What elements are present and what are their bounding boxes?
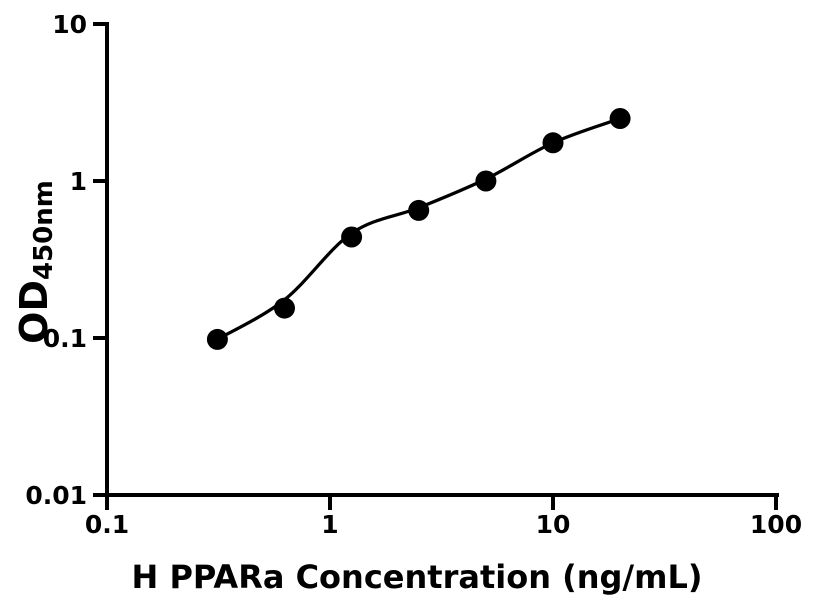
- data-point: [408, 199, 430, 221]
- data-point: [274, 297, 295, 319]
- x-tick-mark: [105, 493, 109, 510]
- data-point: [341, 226, 363, 248]
- y-axis-title-subscript: 450nm: [29, 180, 59, 280]
- data-point: [609, 108, 631, 129]
- x-tick-label: 100: [750, 510, 802, 539]
- y-tick-mark: [93, 22, 109, 26]
- y-tick-label: 10: [52, 10, 87, 39]
- y-tick-label: 1: [70, 167, 87, 196]
- x-axis-line: [105, 493, 779, 497]
- data-point: [475, 170, 497, 192]
- x-tick-label: 0.1: [85, 510, 129, 539]
- data-points: [206, 108, 631, 350]
- axes: [105, 22, 779, 497]
- x-tick-label: 10: [536, 510, 571, 539]
- x-tick-mark: [774, 493, 778, 510]
- x-axis-ticks: 0.1 1 10 100: [85, 493, 802, 539]
- y-axis-title: OD450nm: [12, 180, 59, 344]
- y-tick-mark: [93, 179, 109, 183]
- y-axis-ticks: 10 1 0.1 0.01: [25, 10, 109, 510]
- x-tick-mark: [551, 493, 555, 510]
- y-tick-mark: [93, 493, 109, 497]
- data-point: [206, 328, 228, 350]
- y-tick-mark: [93, 336, 109, 340]
- y-tick-label: 0.01: [25, 481, 87, 510]
- x-axis-title: H PPARa Concentration (ng/mL): [132, 558, 703, 596]
- y-axis-title-main: OD: [12, 280, 56, 344]
- x-tick-label: 1: [321, 510, 338, 539]
- data-point: [542, 132, 564, 154]
- y-axis-line: [105, 22, 109, 497]
- y-tick-label: 0.1: [43, 324, 87, 353]
- x-tick-mark: [328, 493, 332, 510]
